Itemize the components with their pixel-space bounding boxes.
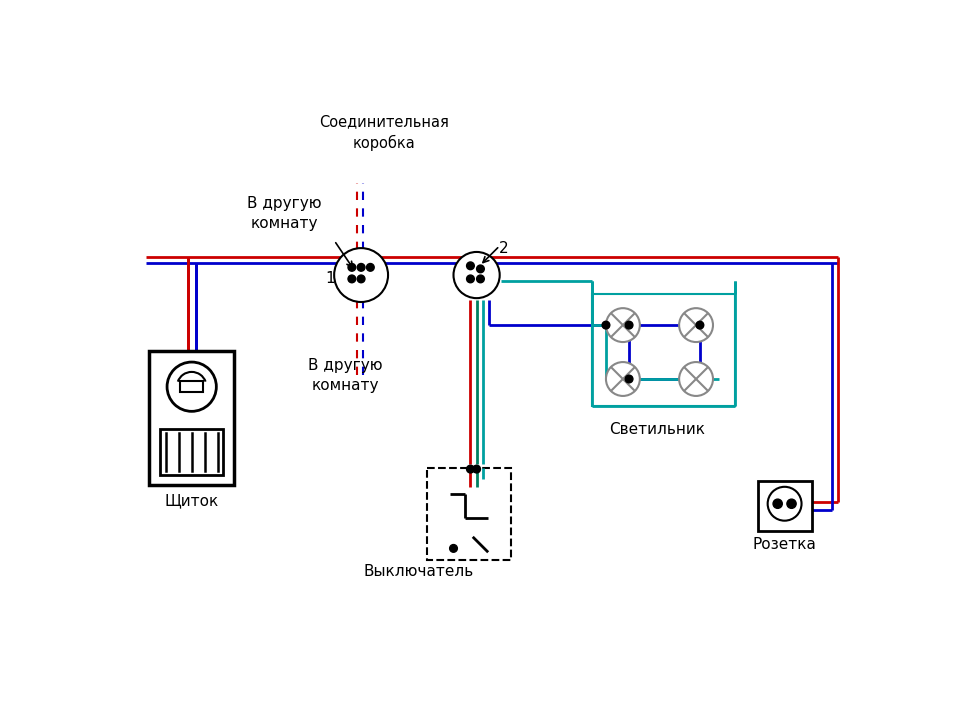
Circle shape [625,375,633,383]
Circle shape [467,262,474,270]
Circle shape [606,308,639,342]
Circle shape [348,264,356,271]
Bar [150,351,234,485]
Circle shape [334,248,388,302]
Circle shape [348,275,356,283]
Circle shape [773,499,782,508]
Text: Розетка: Розетка [753,537,817,552]
Bar [592,294,734,406]
Text: 2: 2 [499,240,509,256]
Text: Соединительная
коробка: Соединительная коробка [320,114,449,150]
Circle shape [679,308,713,342]
Circle shape [476,275,484,283]
Circle shape [467,275,474,283]
Circle shape [167,362,216,411]
Circle shape [472,465,480,473]
Circle shape [696,321,704,329]
Circle shape [625,321,633,329]
Circle shape [476,265,484,273]
Text: Щиток: Щиток [164,493,219,508]
Circle shape [467,465,474,473]
Text: Светильник: Светильник [610,421,706,436]
Circle shape [606,362,639,396]
Circle shape [787,499,796,508]
Bar [426,467,512,560]
Circle shape [602,321,610,329]
Bar [180,382,204,392]
Bar [160,429,224,475]
Circle shape [679,362,713,396]
Circle shape [367,264,374,271]
Text: 1: 1 [325,271,335,287]
Bar [757,482,811,531]
Circle shape [357,264,365,271]
Circle shape [768,487,802,521]
Text: Выключатель: Выключатель [364,564,474,579]
Circle shape [453,252,500,298]
Text: В другую
комнату: В другую комнату [308,358,383,392]
Circle shape [449,544,457,552]
Text: В другую
комнату: В другую комнату [247,196,322,231]
Circle shape [357,275,365,283]
